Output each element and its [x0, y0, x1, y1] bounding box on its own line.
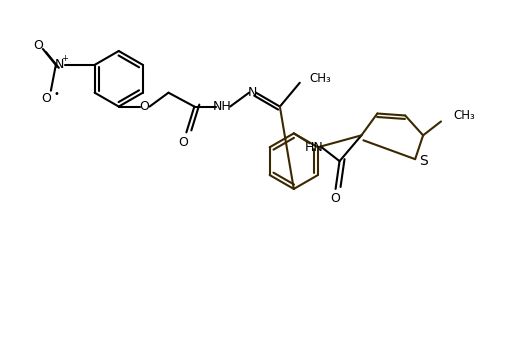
Text: O: O	[33, 39, 43, 51]
Text: NH: NH	[213, 100, 231, 113]
Text: O: O	[41, 92, 51, 105]
Text: CH₃: CH₃	[310, 72, 331, 85]
Text: O: O	[140, 100, 150, 113]
Text: CH₃: CH₃	[453, 109, 475, 122]
Text: +: +	[62, 54, 68, 63]
Text: •: •	[54, 89, 60, 99]
Text: O: O	[331, 192, 341, 205]
Text: N: N	[247, 86, 256, 99]
Text: S: S	[419, 154, 427, 168]
Text: HN: HN	[304, 141, 323, 154]
Text: O: O	[179, 136, 188, 149]
Text: N: N	[55, 58, 65, 71]
